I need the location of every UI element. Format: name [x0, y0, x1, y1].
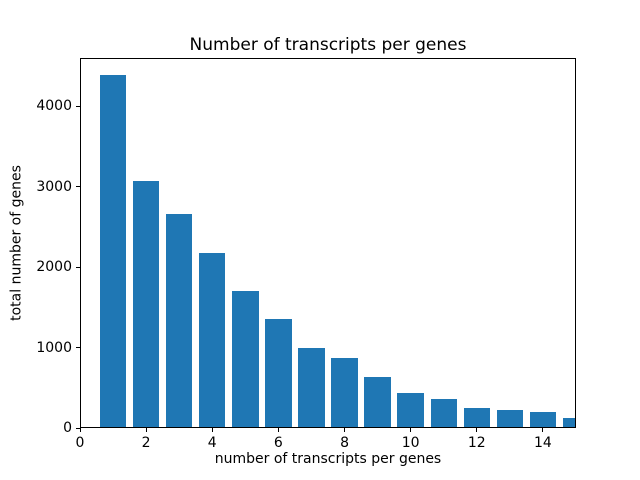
x-tick-mark-4: [211, 428, 213, 432]
y-tick-label-3000: 3000: [36, 178, 72, 195]
y-tick-mark-1000: [76, 347, 80, 349]
y-tick-mark-0: [76, 427, 80, 429]
y-tick-label-0: 0: [63, 420, 72, 436]
bar-x3: [165, 214, 193, 428]
bar-x9: [364, 377, 391, 428]
bar-x12: [463, 408, 491, 428]
y-tick-label-4000: 4000: [36, 98, 72, 115]
bar-x15: [562, 417, 576, 428]
y-tick-mark-3000: [76, 186, 80, 188]
y-tick-label-2000: 2000: [36, 259, 72, 276]
bar-x11: [430, 398, 457, 428]
plot-area: [80, 58, 576, 428]
x-tick-label-8: 8: [340, 435, 349, 451]
y-tick-mark-4000: [76, 105, 80, 107]
x-tick-label-12: 12: [467, 435, 486, 451]
x-tick-mark-0: [79, 428, 81, 432]
x-tick-mark-10: [410, 428, 412, 432]
y-tick-mark-2000: [76, 266, 80, 268]
x-tick-label-0: 0: [75, 435, 85, 451]
x-tick-label-2: 2: [141, 435, 151, 451]
bar-x7: [298, 347, 325, 428]
bar-x8: [331, 358, 358, 428]
x-axis-label: number of transcripts per genes: [214, 451, 442, 467]
bar-x4: [199, 253, 226, 428]
bar-x5: [232, 291, 259, 428]
bar-x2: [132, 181, 160, 428]
x-tick-label-6: 6: [273, 435, 283, 451]
x-tick-label-10: 10: [401, 435, 420, 451]
x-tick-mark-14: [542, 428, 544, 432]
bar-x10: [397, 392, 424, 428]
x-tick-mark-12: [476, 428, 478, 432]
x-tick-label-4: 4: [207, 435, 217, 451]
bar-x13: [496, 409, 524, 428]
x-tick-mark-6: [277, 428, 279, 432]
x-tick-mark-8: [344, 428, 346, 432]
bar-x6: [265, 319, 292, 428]
bar-x14: [529, 412, 557, 428]
x-tick-label-14: 14: [534, 435, 552, 451]
x-tick-mark-2: [145, 428, 147, 432]
bar-x1: [99, 74, 127, 428]
y-tick-label-1000: 1000: [36, 339, 72, 356]
chart-title: Number of transcripts per genes: [189, 35, 467, 55]
